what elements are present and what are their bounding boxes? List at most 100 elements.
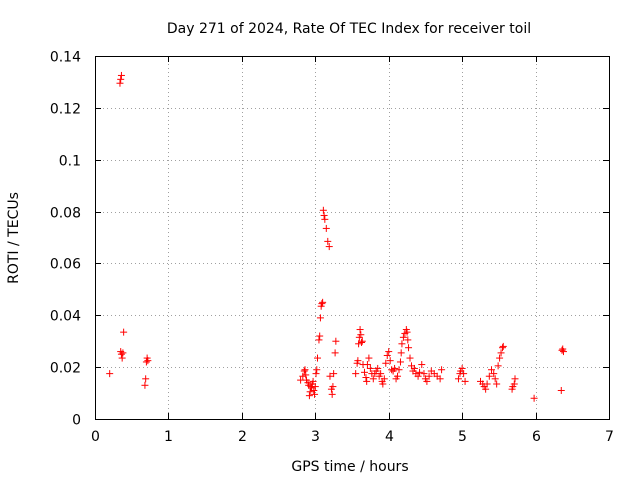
x-tick-label: 4 (385, 429, 394, 445)
data-point (482, 385, 490, 393)
y-tick-label: 0.06 (50, 257, 81, 273)
data-point (395, 366, 403, 374)
data-point (363, 377, 371, 385)
data-point (491, 375, 499, 383)
data-point (558, 346, 566, 354)
x-tick-label: 2 (238, 429, 247, 445)
data-point (310, 386, 318, 394)
data-point (144, 357, 152, 365)
data-point (358, 337, 366, 345)
data-point (394, 372, 402, 380)
data-point (436, 375, 444, 383)
x-tick-label: 0 (91, 429, 100, 445)
data-point (499, 342, 507, 350)
data-point (324, 237, 332, 245)
data-point (423, 377, 431, 385)
data-point (414, 372, 422, 380)
chart-title: Day 271 of 2024, Rate Of TEC Index for r… (167, 21, 531, 37)
data-point (559, 348, 567, 356)
data-point (319, 206, 327, 214)
data-point (530, 394, 538, 402)
x-tick-label: 5 (458, 429, 467, 445)
data-point (496, 354, 504, 362)
grid (95, 56, 609, 419)
data-point (319, 298, 327, 306)
data-point (386, 357, 394, 365)
data-point (483, 380, 491, 388)
data-point (354, 357, 362, 365)
data-point (410, 364, 418, 372)
data-point (320, 211, 328, 219)
data-point (142, 358, 150, 366)
data-point (316, 314, 324, 322)
data-point (328, 390, 336, 398)
data-point (485, 372, 493, 380)
y-tick-label: 0.08 (50, 206, 81, 222)
y-tick-label: 0.04 (50, 309, 81, 325)
data-point (142, 375, 150, 383)
data-point (106, 370, 114, 378)
data-point (301, 366, 309, 374)
y-tick-labels: 0 0.02 0.04 0.06 0.08 0.1 0.12 0.14 (50, 50, 81, 429)
data-point (366, 364, 374, 372)
data-point (355, 340, 363, 348)
data-point (488, 366, 496, 374)
data-point (420, 370, 428, 378)
data-point (510, 380, 518, 388)
data-point (494, 362, 502, 370)
data-point (311, 383, 319, 391)
data-point (404, 336, 412, 344)
data-point (315, 336, 323, 344)
data-point (302, 371, 310, 379)
data-point (377, 370, 385, 378)
data-point (325, 243, 333, 251)
data-point (379, 380, 387, 388)
data-point (405, 344, 413, 352)
data-point (321, 215, 329, 223)
data-point (305, 392, 313, 400)
data-point (352, 370, 360, 378)
data-point (118, 354, 126, 362)
data-series-roti (106, 71, 567, 402)
data-point (458, 364, 466, 372)
data-point (306, 388, 314, 396)
data-point (316, 332, 324, 340)
data-point (454, 375, 462, 383)
data-point (117, 75, 125, 83)
data-point (318, 300, 326, 308)
data-point (332, 337, 340, 345)
data-point (326, 372, 334, 380)
data-point (300, 367, 308, 375)
data-point (369, 375, 377, 383)
data-point (406, 354, 414, 362)
data-point (329, 383, 337, 391)
axis-ticks (95, 56, 610, 420)
data-point (360, 368, 368, 376)
data-point (141, 381, 149, 389)
data-point (391, 364, 399, 372)
data-point (557, 386, 565, 394)
data-point (416, 368, 424, 376)
data-point (120, 328, 128, 336)
x-tick-label: 6 (532, 429, 541, 445)
data-point (511, 375, 519, 383)
data-point (497, 349, 505, 357)
data-point (425, 372, 433, 380)
data-point (312, 370, 320, 378)
data-point (385, 348, 393, 356)
data-point (313, 366, 321, 374)
data-point (374, 364, 382, 372)
plot-frame (95, 56, 610, 420)
data-point (418, 361, 426, 369)
data-point (380, 375, 388, 383)
y-tick-label: 0.1 (59, 154, 81, 170)
data-point (313, 354, 321, 362)
x-axis-label: GPS time / hours (291, 459, 408, 475)
data-point (499, 344, 507, 352)
data-point (357, 331, 365, 339)
data-point (438, 366, 446, 374)
data-point (460, 370, 468, 378)
x-tick-label: 7 (605, 429, 614, 445)
x-tick-label: 1 (164, 429, 173, 445)
